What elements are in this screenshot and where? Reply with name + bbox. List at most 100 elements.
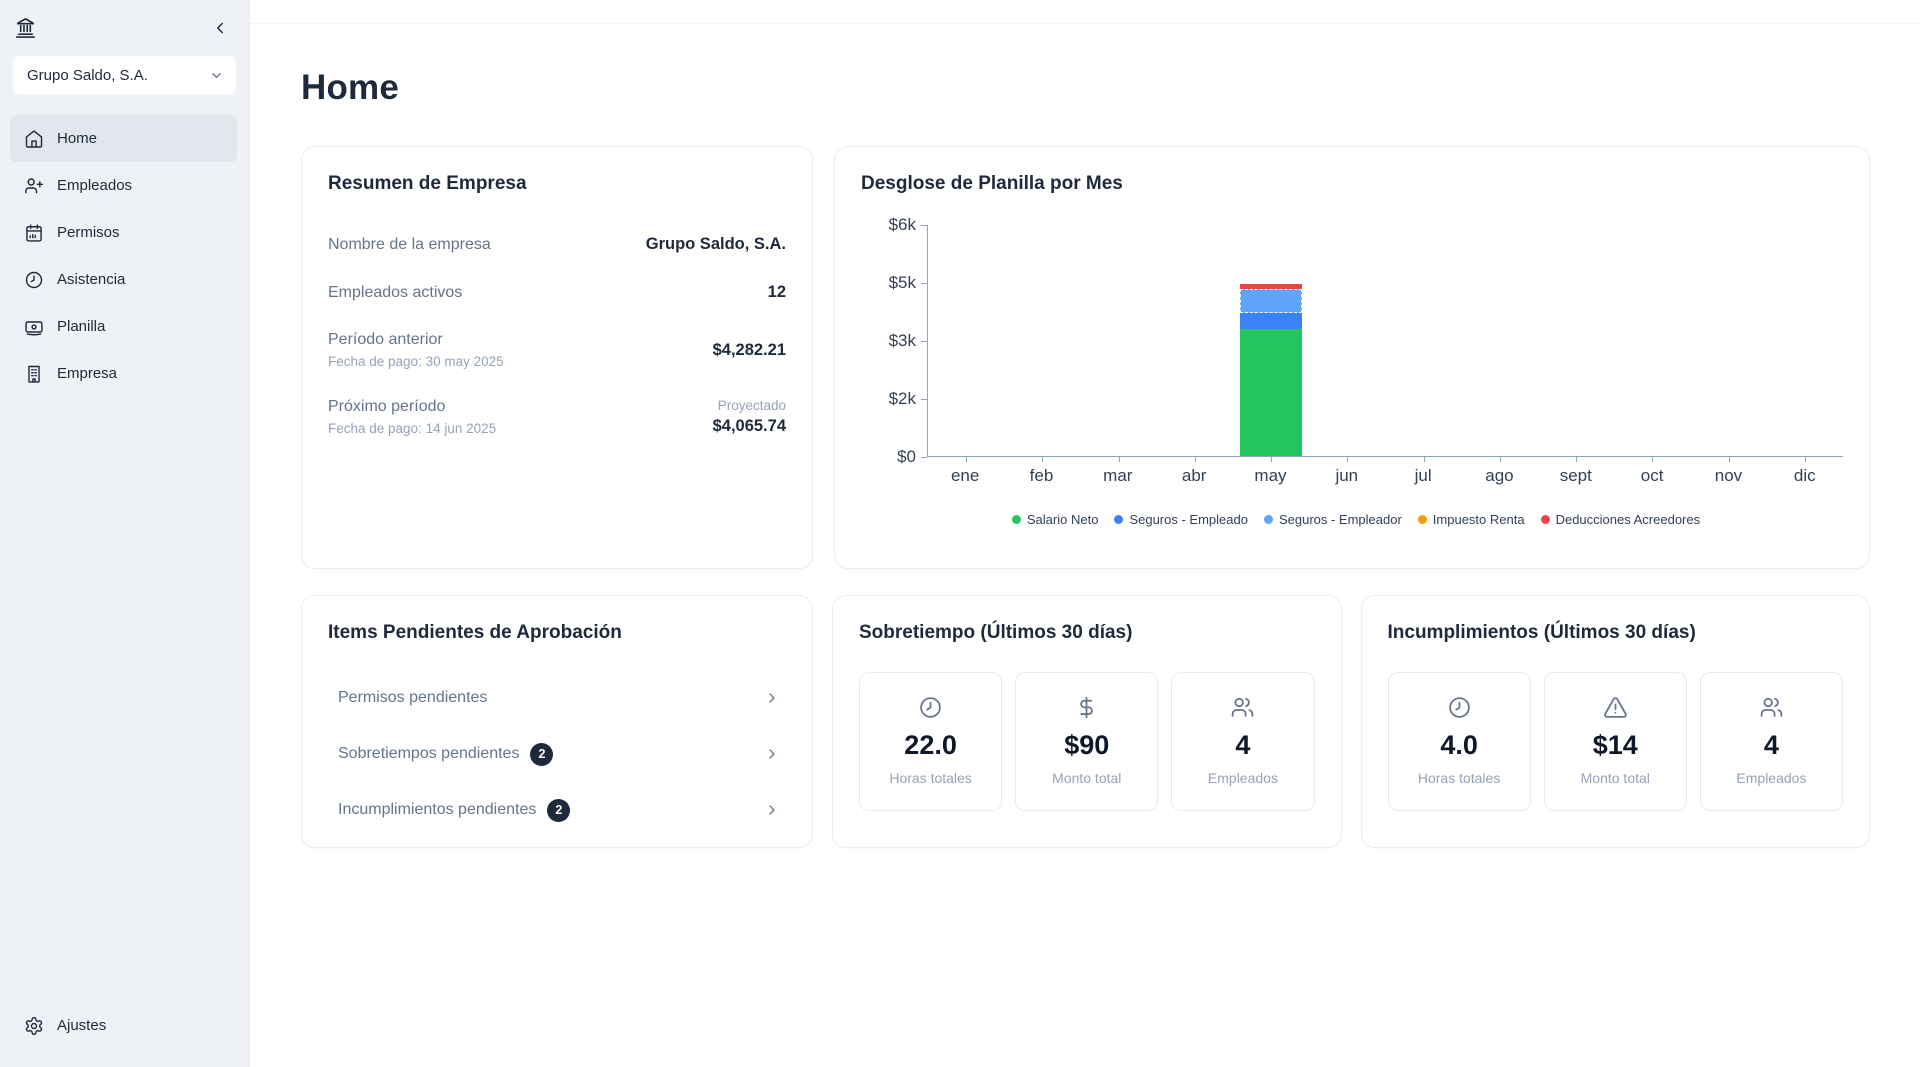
chart-plot-area xyxy=(927,225,1843,462)
chevron-down-icon xyxy=(209,68,224,83)
legend-dot xyxy=(1417,515,1427,524)
gear-icon xyxy=(24,1016,44,1036)
sidebar-nav: Home Empleados Permisos Asistencia Plani… xyxy=(0,115,249,397)
company-selector[interactable]: Grupo Saldo, S.A. xyxy=(12,55,237,95)
pending-noncompliance-badge: 2 xyxy=(547,798,571,822)
x-axis-label: ene xyxy=(950,466,980,485)
y-axis-tick: $6k xyxy=(889,215,927,235)
noncompliance-amount-label: Monto total xyxy=(1580,770,1650,786)
chart-month-slot xyxy=(1309,225,1385,462)
legend-item: Salario Neto xyxy=(1011,512,1098,527)
dollar-icon xyxy=(1024,695,1149,720)
users-icon xyxy=(1709,695,1834,720)
chevron-right-icon xyxy=(764,746,780,762)
company-summary-title: Resumen de Empresa xyxy=(328,173,527,194)
main-content: Home Resumen de Empresa Nombre de la emp… xyxy=(250,0,1920,1067)
sidebar-item-label: Empresa xyxy=(57,365,118,382)
noncompliance-amount-tile: $14 Monto total xyxy=(1543,672,1687,811)
chart-bar-segment xyxy=(1240,288,1303,314)
clock-icon xyxy=(1397,695,1522,720)
chevron-left-icon xyxy=(211,19,229,37)
chart-y-axis: $6k $5k $3k $2k $0 xyxy=(869,215,927,466)
company-selector-value: Grupo Saldo, S.A. xyxy=(27,66,148,84)
sidebar-item-ajustes[interactable]: Ajustes xyxy=(10,1002,237,1049)
chart-month-slot xyxy=(1767,225,1843,462)
chart-bar-segment xyxy=(1240,284,1303,289)
noncompliance-hours-tile: 4.0 Horas totales xyxy=(1387,672,1531,811)
y-axis-tick: $3k xyxy=(889,331,927,351)
previous-period-label: Período anterior xyxy=(328,331,443,348)
pending-noncompliance-label: Incumplimientos pendientes xyxy=(338,801,537,818)
sidebar-item-empresa[interactable]: Empresa xyxy=(10,350,237,397)
legend-dot xyxy=(1114,515,1124,524)
pending-permits-row[interactable]: Permisos pendientes xyxy=(328,670,786,726)
bank-logo-icon xyxy=(14,16,37,39)
alert-triangle-icon xyxy=(1553,695,1678,720)
sidebar: Grupo Saldo, S.A. Home Empleados Permiso… xyxy=(0,0,250,1067)
sidebar-item-label: Home xyxy=(57,130,98,147)
y-axis-tick: $2k xyxy=(889,389,927,409)
overtime-amount-tile: $90 Monto total xyxy=(1015,672,1159,811)
sidebar-item-label: Empleados xyxy=(57,177,133,194)
users-icon xyxy=(1180,695,1305,720)
sidebar-item-home[interactable]: Home xyxy=(10,115,237,162)
active-employees-label: Empleados activos xyxy=(328,283,463,301)
overtime-employees-label: Empleados xyxy=(1207,770,1278,786)
overtime-hours-value: 22.0 xyxy=(904,730,957,760)
user-plus-icon xyxy=(24,176,44,196)
chevron-right-icon xyxy=(764,690,780,706)
x-axis-label: sept xyxy=(1559,466,1592,485)
chart-legend: Salario Neto Seguros - Empleado Seguros - … xyxy=(869,512,1843,527)
next-period-pay-date: Fecha de pago: 14 jun 2025 xyxy=(328,421,497,436)
chart-month-slot xyxy=(1462,225,1538,462)
legend-item: Deducciones Acreedores xyxy=(1540,512,1700,527)
overtime-amount-value: $90 xyxy=(1064,730,1110,760)
banknote-icon xyxy=(24,317,44,337)
legend-item: Seguros - Empleado xyxy=(1114,512,1248,527)
active-employees-value: 12 xyxy=(767,283,786,301)
previous-period-pay-date: Fecha de pago: 30 may 2025 xyxy=(328,354,504,369)
overtime-hours-label: Horas totales xyxy=(889,770,972,786)
sidebar-item-label: Asistencia xyxy=(57,271,126,288)
page-title: Home xyxy=(301,68,400,107)
pending-items-card: Items Pendientes de Aprobación Permisos … xyxy=(301,595,813,848)
sidebar-item-permisos[interactable]: Permisos xyxy=(10,209,237,256)
legend-item: Impuesto Renta xyxy=(1417,512,1525,527)
previous-period-amount: $4,282.21 xyxy=(712,340,786,359)
noncompliance-employees-tile: 4 Empleados xyxy=(1699,672,1844,811)
chart-x-axis: ene feb mar abr may jun jul ago sept oct nov dic xyxy=(927,466,1843,486)
y-axis-tick: $0 xyxy=(897,447,927,467)
pending-items-title: Items Pendientes de Aprobación xyxy=(328,622,622,643)
legend-dot xyxy=(1540,515,1550,524)
pending-overtime-row[interactable]: Sobretiempos pendientes 2 xyxy=(328,726,786,782)
sidebar-item-empleados[interactable]: Empleados xyxy=(10,162,237,209)
next-period-row: Próximo período Fecha de pago: 14 jun 20… xyxy=(328,398,786,436)
company-summary-card: Resumen de Empresa Nombre de la empresa … xyxy=(301,146,813,569)
chart-month-slot xyxy=(928,225,1004,462)
collapse-sidebar-button[interactable] xyxy=(209,17,231,39)
next-period-label: Próximo período xyxy=(328,398,446,415)
chart-month-slot xyxy=(1233,225,1309,462)
x-axis-label: feb xyxy=(1029,466,1054,485)
sidebar-item-planilla[interactable]: Planilla xyxy=(10,303,237,350)
company-name-row: Nombre de la empresa Grupo Saldo, S.A. xyxy=(328,235,786,254)
top-bar xyxy=(250,0,1920,24)
overtime-amount-label: Monto total xyxy=(1052,770,1122,786)
pending-overtime-badge: 2 xyxy=(530,742,554,766)
x-axis-label: nov xyxy=(1714,466,1743,485)
payroll-chart: $6k $5k $3k $2k $0 ene feb mar abr may jun jul ago s… xyxy=(861,215,1843,527)
chart-month-slot xyxy=(1691,225,1767,462)
legend-dot xyxy=(1011,515,1021,524)
building-icon xyxy=(24,364,44,384)
overtime-employees-tile: 4 Empleados xyxy=(1171,672,1315,811)
noncompliance-hours-label: Horas totales xyxy=(1417,770,1501,786)
pending-overtime-label: Sobretiempos pendientes xyxy=(338,745,520,762)
y-axis-tick: $5k xyxy=(889,273,927,293)
overtime-employees-value: 4 xyxy=(1235,730,1251,760)
chart-month-slot xyxy=(1004,225,1080,462)
legend-item: Seguros - Empleador xyxy=(1263,512,1402,527)
noncompliance-card: Incumplimientos (Últimos 30 días) 4.0 Ho… xyxy=(1360,595,1870,848)
sidebar-item-label: Ajustes xyxy=(57,1017,107,1034)
sidebar-item-asistencia[interactable]: Asistencia xyxy=(10,256,237,303)
pending-noncompliance-row[interactable]: Incumplimientos pendientes 2 xyxy=(328,782,786,838)
